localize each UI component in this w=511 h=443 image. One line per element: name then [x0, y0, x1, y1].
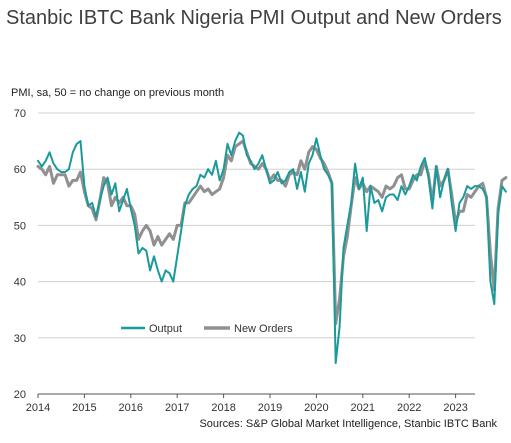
chart-title: Stanbic IBTC Bank Nigeria PMI Output and… [6, 7, 502, 29]
x-tick-label: 2022 [397, 402, 421, 414]
series-line-output [37, 131, 507, 365]
source-note: Sources: S&P Global Market Intelligence,… [199, 418, 497, 430]
y-tick-label: 50 [14, 220, 26, 232]
legend-label-output: Output [149, 323, 182, 335]
y-tick-label: 20 [14, 389, 26, 401]
x-tick-label: 2016 [119, 402, 143, 414]
y-tick-label: 70 [14, 108, 26, 120]
x-tick-label: 2014 [26, 402, 50, 414]
x-tick-label: 2023 [443, 402, 467, 414]
x-tick-label: 2019 [258, 402, 282, 414]
x-tick-label: 2021 [351, 402, 375, 414]
y-axis-ticks: 20 30 40 50 60 70 [14, 108, 26, 401]
x-tick-label: 2018 [211, 402, 235, 414]
x-tick-label: 2015 [72, 402, 96, 414]
legend-label-new-orders: New Orders [234, 323, 293, 335]
y-tick-label: 30 [14, 333, 26, 345]
x-axis-ticks: 2014 2015 2016 2017 2018 2019 2020 2021 2022 2023 [26, 394, 468, 414]
y-tick-label: 60 [14, 164, 26, 176]
x-tick-label: 2017 [165, 402, 189, 414]
y-tick-label: 40 [14, 277, 26, 289]
y-axis-subtitle: PMI, sa, 50 = no change on previous mont… [11, 87, 225, 99]
series-lines [36, 131, 508, 365]
gridlines [38, 112, 475, 395]
x-tick-label: 2020 [304, 402, 328, 414]
legend: Output New Orders [121, 323, 293, 335]
